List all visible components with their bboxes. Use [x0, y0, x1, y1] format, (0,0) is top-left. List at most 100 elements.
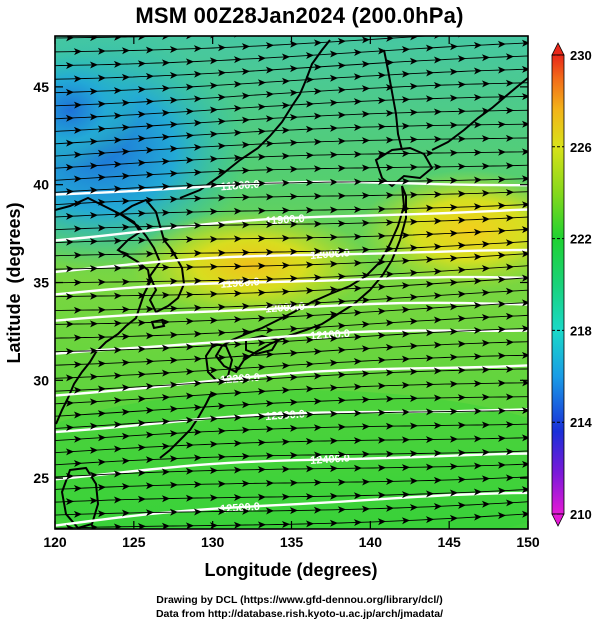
- wind-arrow: [281, 53, 290, 61]
- wind-arrow: [337, 451, 346, 459]
- wind-arrow: [385, 478, 394, 486]
- wind-arrow: [401, 282, 410, 290]
- wind-arrow: [289, 300, 298, 308]
- wind-arrow: [505, 263, 514, 271]
- wind-arrow: [193, 45, 202, 53]
- wind-arrow: [113, 112, 122, 120]
- wind-arrow: [361, 505, 370, 513]
- wind-arrow: [409, 477, 418, 485]
- wind-arrow: [457, 135, 466, 143]
- wind-arrow: [361, 137, 370, 145]
- wind-arrow: [313, 165, 322, 173]
- wind-arrow: [169, 145, 178, 153]
- wind-arrow: [145, 431, 154, 439]
- wind-arrow: [217, 142, 226, 150]
- wind-arrow: [289, 479, 298, 487]
- wind-arrow: [449, 514, 458, 522]
- wind-arrow: [161, 59, 170, 67]
- wind-arrow: [209, 317, 218, 325]
- wind-arrow: [449, 203, 458, 211]
- wind-arrow: [89, 36, 98, 42]
- wind-arrow: [481, 289, 490, 297]
- wind-arrow: [377, 464, 386, 472]
- wind-arrow: [137, 370, 146, 378]
- wind-arrow: [521, 379, 528, 387]
- wind-arrow: [305, 206, 314, 214]
- wind-arrow: [505, 338, 514, 346]
- wind-arrow: [337, 298, 346, 306]
- wind-arrow: [73, 126, 82, 134]
- wind-arrow: [385, 295, 394, 303]
- credit-drawing: Drawing by DCL (https://www.gfd-dennou.o…: [156, 594, 443, 606]
- coastline-ryukyu: [159, 391, 213, 459]
- wind-arrow: [217, 303, 226, 311]
- wind-arrow: [65, 348, 74, 356]
- wind-arrow: [401, 205, 410, 213]
- wind-arrow: [313, 138, 322, 146]
- colorbar-tick-label: 226: [570, 140, 592, 155]
- wind-arrow: [305, 52, 314, 60]
- wind-arrow: [353, 284, 362, 292]
- wind-arrow: [145, 171, 154, 179]
- wind-arrow: [449, 328, 458, 336]
- wind-arrow: [169, 222, 178, 230]
- wind-arrow: [73, 225, 82, 233]
- wind-arrow: [217, 402, 226, 410]
- wind-arrow: [353, 233, 362, 241]
- wind-arrow: [505, 448, 514, 456]
- wind-arrow: [217, 118, 226, 126]
- wind-arrow: [217, 480, 226, 488]
- wind-arrow: [385, 270, 394, 278]
- wind-arrow: [265, 42, 274, 50]
- wind-arrow: [473, 149, 482, 157]
- wind-arrow: [97, 458, 106, 466]
- wind-arrow: [217, 276, 226, 284]
- wind-arrow: [409, 394, 418, 402]
- wind-arrow: [217, 69, 226, 77]
- wind-arrow: [193, 355, 202, 363]
- wind-arrow: [169, 195, 178, 203]
- wind-arrow: [193, 428, 202, 436]
- coastline-korea-peninsula: [118, 198, 186, 314]
- wind-arrow: [329, 74, 338, 82]
- wind-arrow: [353, 333, 362, 341]
- colorbar-bar: [551, 54, 565, 515]
- wind-arrow: [241, 426, 250, 434]
- wind-arrow: [257, 54, 266, 62]
- wind-arrow: [353, 123, 362, 131]
- wind-arrow: [257, 314, 266, 322]
- wind-arrow: [481, 448, 490, 456]
- wind-arrow: [65, 524, 74, 529]
- wind-arrow: [449, 408, 458, 416]
- wind-arrow: [185, 107, 194, 115]
- wind-arrow: [161, 109, 170, 117]
- wind-arrow: [425, 230, 434, 238]
- height-contour-label: 12500.0: [220, 501, 261, 516]
- wind-arrow: [361, 60, 370, 68]
- wind-arrow: [185, 317, 194, 325]
- wind-arrow: [241, 507, 250, 515]
- wind-arrow: [337, 322, 346, 330]
- wind-arrow: [121, 432, 130, 440]
- wind-arrow: [289, 113, 298, 121]
- wind-arrow: [385, 319, 394, 327]
- wind-arrow: [185, 291, 194, 299]
- wind-arrow: [353, 464, 362, 472]
- wind-arrow: [281, 262, 290, 269]
- y-tick-label: 40: [33, 177, 49, 193]
- wind-arrow: [185, 236, 194, 244]
- wind-arrow: [185, 343, 194, 351]
- wind-arrow: [281, 152, 290, 160]
- wind-arrow: [121, 306, 130, 314]
- wind-arrow: [193, 195, 202, 203]
- wind-arrow: [137, 264, 146, 272]
- wind-arrow: [401, 150, 410, 158]
- wind-arrow: [409, 244, 418, 252]
- wind-arrow: [305, 261, 314, 269]
- wind-arrow: [409, 191, 418, 199]
- wind-arrow: [193, 249, 202, 257]
- wind-arrow: [425, 408, 434, 416]
- wind-arrow: [161, 522, 170, 529]
- wind-arrow: [473, 513, 482, 521]
- wind-arrow: [193, 119, 202, 127]
